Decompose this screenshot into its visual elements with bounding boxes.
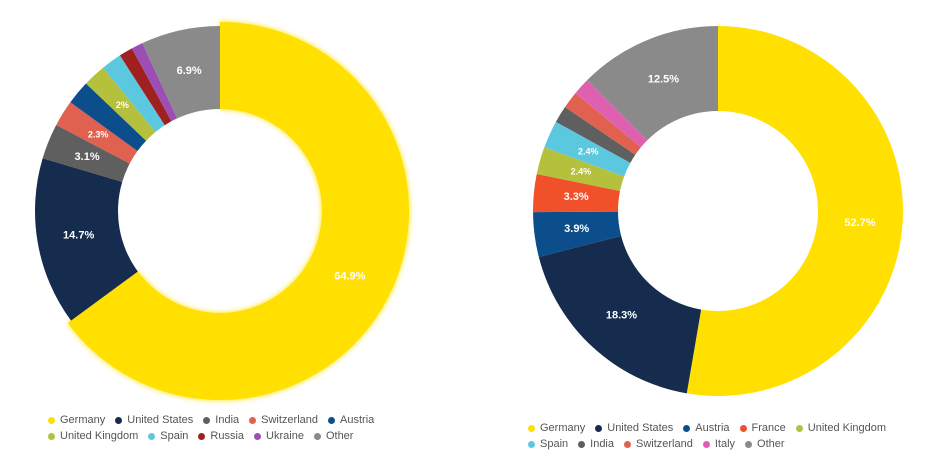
legend-item[interactable]: Austria	[683, 422, 730, 434]
legend-label: Other	[757, 438, 785, 450]
legend-item[interactable]: United States	[595, 422, 673, 434]
slice-united-states[interactable]	[538, 235, 702, 394]
slice-india[interactable]	[555, 107, 636, 163]
legend-marker	[745, 440, 753, 448]
data-label: 18.3%	[606, 310, 637, 322]
legend-item[interactable]: United Kingdom	[48, 430, 138, 442]
slice-united-kingdom[interactable]	[536, 147, 625, 192]
legend-item[interactable]: Switzerland	[249, 414, 318, 426]
slice-united-states[interactable]	[35, 158, 138, 321]
legend-label: United Kingdom	[807, 422, 887, 434]
legend-marker	[795, 424, 803, 432]
legend-marker	[595, 424, 603, 432]
legend-left: Germany United States India Switzerland Aust…	[48, 414, 408, 442]
legend-item[interactable]: Austria	[328, 414, 374, 426]
legend-label: United States	[127, 414, 194, 426]
data-label: 3.3%	[564, 191, 589, 203]
slice-switzerland[interactable]	[564, 93, 641, 155]
data-label: 2%	[116, 100, 129, 110]
data-label: 52.7%	[844, 217, 875, 229]
legend-item[interactable]: Other	[745, 438, 785, 450]
data-label: 3.1%	[75, 151, 100, 163]
data-label: 2.4%	[578, 146, 599, 156]
slice-united-kingdom[interactable]	[85, 67, 156, 141]
legend-label: Italy	[714, 438, 736, 450]
slice-other[interactable]	[142, 26, 220, 119]
legend-marker	[328, 416, 336, 424]
slice-austria[interactable]	[533, 211, 622, 258]
legend-label: Russia	[210, 430, 245, 442]
legend-item[interactable]: Germany	[528, 422, 585, 434]
legend-marker	[198, 432, 206, 440]
data-label: 12.5%	[648, 73, 679, 85]
data-label: 6.9%	[177, 65, 202, 77]
slice-germany[interactable]	[67, 22, 410, 400]
legend-marker	[528, 424, 535, 432]
slice-spain[interactable]	[102, 55, 165, 133]
legend-label: Ukraine	[266, 430, 304, 442]
legend-label: Spain	[160, 430, 189, 442]
legend-item[interactable]: Ukraine	[254, 430, 304, 442]
slice-france[interactable]	[533, 174, 621, 213]
data-label: 14.7%	[63, 230, 94, 242]
legend-marker	[683, 424, 691, 432]
legend-marker	[528, 440, 535, 448]
data-label: 64.9%	[334, 271, 365, 283]
legend-label: Germany	[540, 422, 586, 434]
legend-item[interactable]: United Kingdom	[795, 422, 887, 434]
legend-label: Switzerland	[636, 438, 693, 450]
legend-item[interactable]: Spain	[528, 438, 568, 450]
legend-label: Spain	[540, 438, 569, 450]
legend-item[interactable]: Russia	[198, 430, 244, 442]
legend-label: France	[751, 422, 786, 434]
legend-marker	[702, 440, 710, 448]
legend-item[interactable]: Spain	[148, 430, 188, 442]
legend-item[interactable]: Other	[313, 430, 354, 442]
legend-marker	[48, 432, 55, 440]
legend-marker	[578, 440, 586, 448]
slice-ukraine[interactable]	[131, 43, 178, 122]
slice-india[interactable]	[42, 124, 130, 182]
legend-label: Germany	[60, 414, 106, 426]
legend-label: Austria	[340, 414, 375, 426]
legend-label: United States	[607, 422, 674, 434]
legend-right: Germany United States Austria France United …	[528, 422, 928, 450]
legend-marker	[313, 432, 321, 440]
slice-spain[interactable]	[544, 121, 631, 177]
legend-marker	[624, 440, 631, 448]
data-label: 2.3%	[88, 130, 109, 140]
legend-marker	[48, 416, 55, 424]
legend-item[interactable]: Germany	[48, 414, 105, 426]
slice-other[interactable]	[587, 26, 718, 141]
legend-marker	[249, 416, 257, 424]
slice-germany[interactable]	[686, 26, 903, 396]
legend-label: United Kingdom	[60, 430, 139, 442]
legend-marker	[739, 424, 747, 432]
slice-italy[interactable]	[575, 80, 648, 148]
data-label: 3.9%	[564, 223, 589, 235]
legend-item[interactable]: Switzerland	[624, 438, 693, 450]
legend-label: India	[215, 414, 240, 426]
slice-switzerland[interactable]	[56, 102, 138, 164]
legend-label: Other	[325, 430, 354, 442]
legend-marker	[254, 432, 262, 440]
legend-item[interactable]: Italy	[702, 438, 736, 450]
legend-label: India	[590, 438, 614, 450]
legend-marker	[115, 416, 123, 424]
slice-austria[interactable]	[70, 83, 147, 152]
legend-marker	[203, 416, 211, 424]
legend-label: Switzerland	[261, 414, 319, 426]
legend-item[interactable]: France	[739, 422, 786, 434]
data-label: 2.4%	[571, 166, 592, 176]
slice-russia[interactable]	[119, 48, 172, 126]
legend-item[interactable]: India	[578, 438, 614, 450]
legend-item[interactable]: India	[203, 414, 239, 426]
legend-label: Austria	[695, 422, 730, 434]
legend-item[interactable]: United States	[115, 414, 193, 426]
legend-marker	[148, 432, 156, 440]
